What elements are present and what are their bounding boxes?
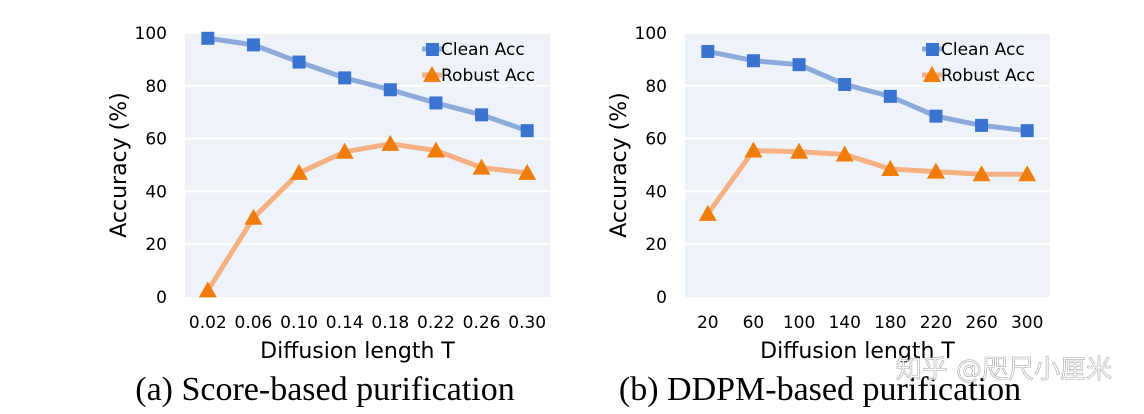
data-point xyxy=(1018,165,1037,182)
data-point xyxy=(881,159,900,176)
y-tick-label: 20 xyxy=(645,235,667,255)
x-tick-label: 20 xyxy=(697,313,719,333)
x-axis-title: Diffusion length T xyxy=(760,339,955,364)
data-point xyxy=(426,141,445,158)
y-tick-label: 20 xyxy=(145,235,167,255)
y-axis-title: Accuracy (%) xyxy=(607,92,632,238)
x-tick-label: 0.06 xyxy=(235,313,273,333)
data-point xyxy=(792,58,806,72)
data-point xyxy=(972,165,991,182)
data-point xyxy=(429,96,443,110)
legend-marker xyxy=(923,66,941,82)
data-point xyxy=(926,162,945,179)
series-line-robust-acc xyxy=(205,141,528,292)
data-point xyxy=(201,31,215,45)
series-line-clean-acc xyxy=(207,35,529,134)
legend-label: Robust Acc xyxy=(441,66,535,86)
y-tick-label: 0 xyxy=(656,288,667,308)
x-tick-label: 0.10 xyxy=(280,313,318,333)
watermark: 知乎 @咫尺小厘米 xyxy=(896,355,1112,385)
legend-marker xyxy=(926,43,939,56)
data-point xyxy=(518,163,537,180)
subfigure-caption: (a) Score-based purification xyxy=(135,371,515,408)
chart-panel-1: 0 20 40 60 80 100 0.02 0.06 0.10 0.14 0.18 0.22 0.26… xyxy=(107,24,550,408)
x-tick-label: 0.26 xyxy=(463,313,501,333)
x-tick-label: 0.14 xyxy=(326,313,364,333)
x-tick-label: 0.18 xyxy=(371,313,409,333)
y-tick-label: 0 xyxy=(156,288,167,308)
legend-label: Clean Acc xyxy=(441,40,525,60)
subfigure-caption: (b) DDPM-based purification xyxy=(619,371,1021,408)
data-point xyxy=(838,77,852,91)
data-point xyxy=(290,163,309,180)
data-point xyxy=(244,208,263,225)
data-point xyxy=(975,118,989,132)
x-tick-label: 0.22 xyxy=(417,313,455,333)
y-tick-label: 40 xyxy=(145,182,167,202)
y-tick-label: 60 xyxy=(145,130,167,150)
x-tick-label: 300 xyxy=(1011,313,1043,333)
x-axis-title: Diffusion length T xyxy=(260,339,455,364)
data-point xyxy=(246,38,260,52)
y-tick-label: 40 xyxy=(645,182,667,202)
x-tick-label: 100 xyxy=(783,313,815,333)
data-point xyxy=(929,109,943,123)
x-tick-label: 180 xyxy=(874,313,906,333)
y-tick-label: 100 xyxy=(135,24,167,44)
data-point xyxy=(292,55,306,69)
data-point xyxy=(381,134,400,151)
data-point xyxy=(1020,124,1034,138)
y-tick-label: 80 xyxy=(145,77,167,97)
data-point xyxy=(698,204,717,221)
y-tick-label: 80 xyxy=(645,77,667,97)
series-line-robust-acc xyxy=(705,147,1028,216)
data-point xyxy=(338,71,352,85)
data-point xyxy=(198,281,217,298)
x-tick-label: 220 xyxy=(920,313,952,333)
data-point xyxy=(883,89,897,103)
data-point xyxy=(744,141,763,158)
legend-label: Clean Acc xyxy=(941,40,1025,60)
legend-label: Robust Acc xyxy=(941,66,1035,86)
y-tick-label: 60 xyxy=(645,130,667,150)
data-point xyxy=(472,158,491,175)
x-tick-label: 0.30 xyxy=(508,313,546,333)
x-tick-label: 0.02 xyxy=(189,313,227,333)
y-axis-title: Accuracy (%) xyxy=(107,92,132,238)
x-tick-label: 140 xyxy=(828,313,860,333)
chart-panel-2: 0 20 40 60 80 100 20 60 100 140 180 220 260 300 Diffus… xyxy=(607,24,1050,408)
plot-area xyxy=(185,33,550,297)
legend-marker xyxy=(423,66,441,82)
x-tick-label: 260 xyxy=(965,313,997,333)
data-point xyxy=(701,44,715,58)
data-point xyxy=(835,145,854,162)
x-tick-label: 60 xyxy=(743,313,765,333)
y-tick-label: 100 xyxy=(635,24,667,44)
data-point xyxy=(475,108,489,122)
legend-marker xyxy=(426,43,439,56)
data-point xyxy=(790,142,809,159)
data-point xyxy=(335,142,354,159)
data-point xyxy=(746,54,760,68)
data-point xyxy=(383,83,397,97)
data-point xyxy=(520,124,534,138)
series-line-clean-acc xyxy=(707,49,1028,134)
